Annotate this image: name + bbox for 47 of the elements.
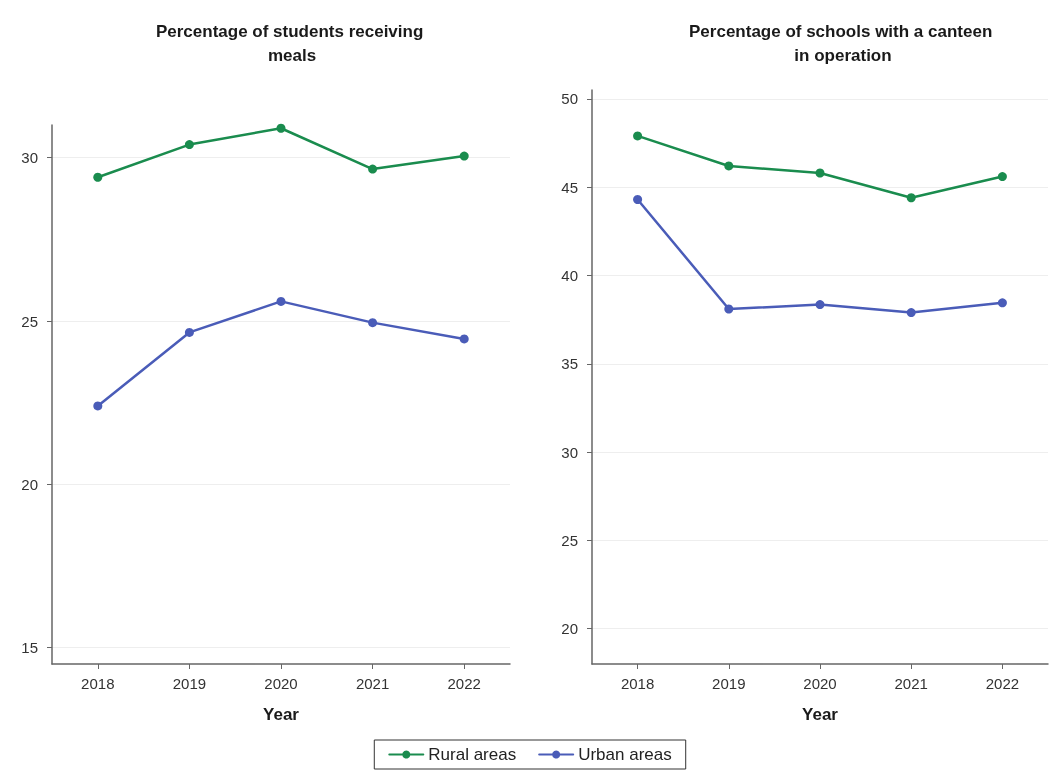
y-tick-label: 30	[21, 149, 38, 167]
x-axis-title: Year	[263, 705, 300, 724]
point	[724, 304, 734, 314]
x-tick-label: 2020	[803, 675, 837, 692]
point	[997, 172, 1007, 182]
point	[184, 327, 194, 337]
x-tick-label: 2022	[985, 675, 1020, 692]
x-tick-label: 2022	[447, 675, 481, 692]
point	[276, 123, 286, 133]
legend-label: Rural areas	[428, 745, 517, 764]
point	[276, 296, 286, 306]
y-tick-label: 25	[21, 312, 38, 330]
point	[906, 308, 916, 318]
point	[815, 300, 825, 310]
y-tick-label: 45	[561, 178, 578, 196]
chart-title: Percentage of schools with a canteen in operation	[689, 21, 997, 65]
x-tick-label: 2021	[355, 675, 390, 692]
y-tick-label: 20	[561, 620, 578, 638]
point	[724, 161, 734, 171]
x-tick-label: 2018	[620, 675, 655, 692]
point	[184, 140, 194, 150]
point	[633, 195, 643, 204]
y-tick-label: 30	[561, 443, 578, 461]
point	[368, 164, 378, 174]
y-tick-label: 50	[561, 90, 578, 108]
x-tick-label: 2021	[894, 675, 928, 692]
x-tick-label: 2019	[712, 675, 746, 692]
point	[459, 334, 469, 344]
point	[368, 318, 378, 328]
point	[93, 172, 103, 182]
point	[815, 168, 825, 178]
point	[633, 131, 643, 141]
point	[93, 401, 103, 411]
y-tick-label: 15	[21, 639, 38, 657]
x-tick-label: 2018	[81, 675, 115, 692]
y-tick-label: 35	[561, 355, 578, 373]
x-tick-label: 2019	[172, 675, 207, 692]
y-tick-label: 40	[561, 266, 578, 284]
point	[459, 151, 469, 161]
legend-label: Urban areas	[578, 745, 672, 764]
x-axis-title: Year	[802, 705, 839, 724]
point	[997, 298, 1007, 308]
point	[906, 193, 916, 203]
chart-title: Percentage of students receiving meals	[155, 21, 429, 65]
y-tick-label: 25	[561, 531, 578, 549]
x-tick-label: 2020	[264, 675, 298, 692]
y-tick-label: 20	[21, 475, 38, 493]
